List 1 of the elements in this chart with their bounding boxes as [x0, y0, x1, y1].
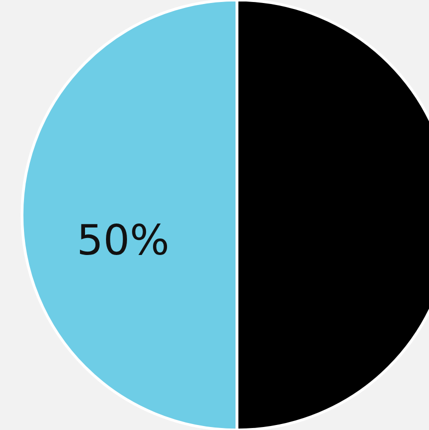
data-label: 50% — [80, 224, 168, 256]
